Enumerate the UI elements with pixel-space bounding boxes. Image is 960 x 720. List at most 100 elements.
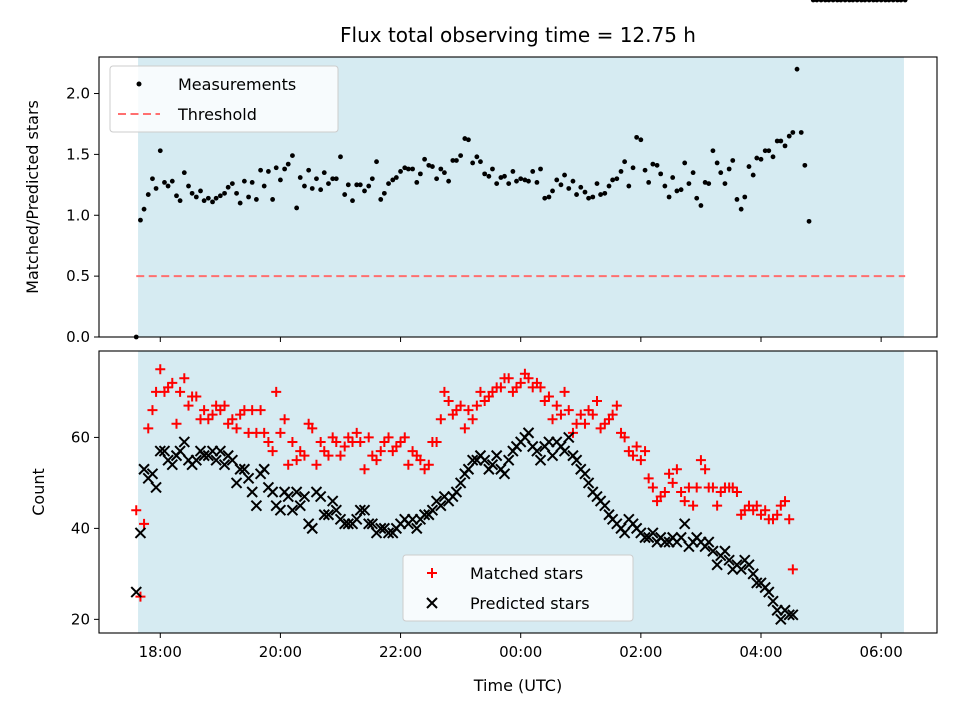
predicted-star-point <box>154 445 166 457</box>
measurement-point <box>610 177 616 183</box>
matched-star-point <box>523 373 534 384</box>
matched-star-point <box>227 414 238 425</box>
measurement-point <box>189 190 195 196</box>
x-axis-ticks: 18:00 20:00 22:00 00:00 02:00 04:00 06:00 <box>139 633 903 661</box>
predicted-star-point <box>354 504 367 516</box>
measurement-point <box>141 206 147 212</box>
predicted-star-point <box>150 481 162 494</box>
measurement-point <box>450 158 456 163</box>
matched-star-point <box>676 487 687 497</box>
predicted-star-point <box>490 449 503 462</box>
matched-star-point <box>475 386 486 397</box>
predicted-star-point <box>767 595 779 607</box>
measurement-point <box>634 134 640 140</box>
measurement-point <box>362 188 367 194</box>
ratio-panel: 0.0 0.5 1.0 1.5 2.0 Flux total observing tim… <box>23 0 938 346</box>
matched-star-point <box>359 464 370 475</box>
measurement-point <box>782 143 788 149</box>
measurement-point <box>626 183 632 189</box>
matched-star-point <box>635 455 646 466</box>
matched-star-point <box>131 505 142 516</box>
matched-star-point <box>363 432 374 443</box>
matched-star-point <box>772 509 783 520</box>
legend: Matched stars Predicted stars <box>402 554 634 622</box>
measurement-point <box>369 176 375 182</box>
measurement-point <box>594 181 600 187</box>
predicted-star-point <box>531 445 543 457</box>
predicted-star-point <box>266 486 279 498</box>
measurement-point <box>306 167 312 173</box>
measurement-point <box>522 177 528 183</box>
measurement-point <box>157 148 163 154</box>
measurement-point <box>486 173 492 179</box>
measurement-point <box>706 181 712 187</box>
matched-star-point <box>535 382 546 393</box>
matched-star-point <box>751 500 762 511</box>
measurement-point <box>558 182 564 188</box>
measurement-point <box>442 170 447 176</box>
predicted-star-point <box>306 522 318 535</box>
measurement-point <box>193 194 199 200</box>
matched-star-point <box>579 418 590 429</box>
matched-star-point <box>183 400 194 411</box>
measurement-point <box>290 153 295 159</box>
measurement-point <box>862 0 868 3</box>
matched-star-point <box>267 446 278 457</box>
measurement-point <box>890 0 896 3</box>
predicted-star-point <box>546 449 559 462</box>
plot-frame <box>98 56 938 338</box>
measurement-point <box>145 192 151 197</box>
predicted-star-point <box>711 559 723 571</box>
measurement-point <box>374 159 379 165</box>
predicted-star-point <box>178 436 191 448</box>
matched-star-point <box>619 432 630 443</box>
measurement-point <box>686 181 692 187</box>
measurement-point <box>830 0 836 3</box>
measurement-point <box>630 165 636 171</box>
matched-star-point <box>667 477 678 488</box>
measurement-point <box>249 179 255 185</box>
matched-star-point <box>175 386 186 397</box>
measurement-point <box>350 198 355 204</box>
predicted-star-point <box>198 449 210 462</box>
predicted-star-point <box>659 536 671 548</box>
matched-star-point <box>279 414 290 425</box>
measurement-point <box>138 217 143 223</box>
legend-label-predicted: Predicted stars <box>470 594 590 613</box>
measurement-point <box>169 178 175 184</box>
measurement-point <box>570 178 576 184</box>
predicted-star-point <box>130 586 142 598</box>
matched-star-point <box>731 487 742 497</box>
y-tick-label: 0.5 <box>66 267 90 285</box>
measurement-point <box>297 175 303 180</box>
measurement-point <box>490 166 495 172</box>
matched-star-point <box>787 564 798 575</box>
measurement-point <box>798 130 804 135</box>
x-tick-label: 04:00 <box>739 643 782 661</box>
matched-star-point <box>671 464 682 475</box>
matched-star-point <box>171 418 182 429</box>
matched-star-point <box>695 455 706 466</box>
x-tick-label: 18:00 <box>139 643 182 661</box>
measurement-point <box>730 158 736 163</box>
measurement-point <box>213 195 219 201</box>
matched-star-point <box>371 455 382 466</box>
y-tick-label: 2.0 <box>66 85 90 103</box>
measurement-point <box>342 192 348 197</box>
measurement-point <box>506 181 512 187</box>
matched-star-point <box>643 473 654 484</box>
measurement-point <box>153 186 159 191</box>
measurement-point <box>354 182 360 188</box>
predicted-star-point <box>462 463 475 475</box>
measurement-point <box>381 190 387 196</box>
matched-star-point <box>299 450 310 461</box>
predicted-star-point <box>190 454 203 466</box>
measurement-point <box>622 159 628 165</box>
x-tick-label: 00:00 <box>499 643 542 661</box>
matched-star-point <box>199 405 210 416</box>
measurement-point <box>702 179 708 185</box>
measurement-point <box>854 0 860 3</box>
measurement-point <box>866 0 872 3</box>
measurement-point <box>818 0 824 3</box>
measurement-point <box>162 179 167 185</box>
